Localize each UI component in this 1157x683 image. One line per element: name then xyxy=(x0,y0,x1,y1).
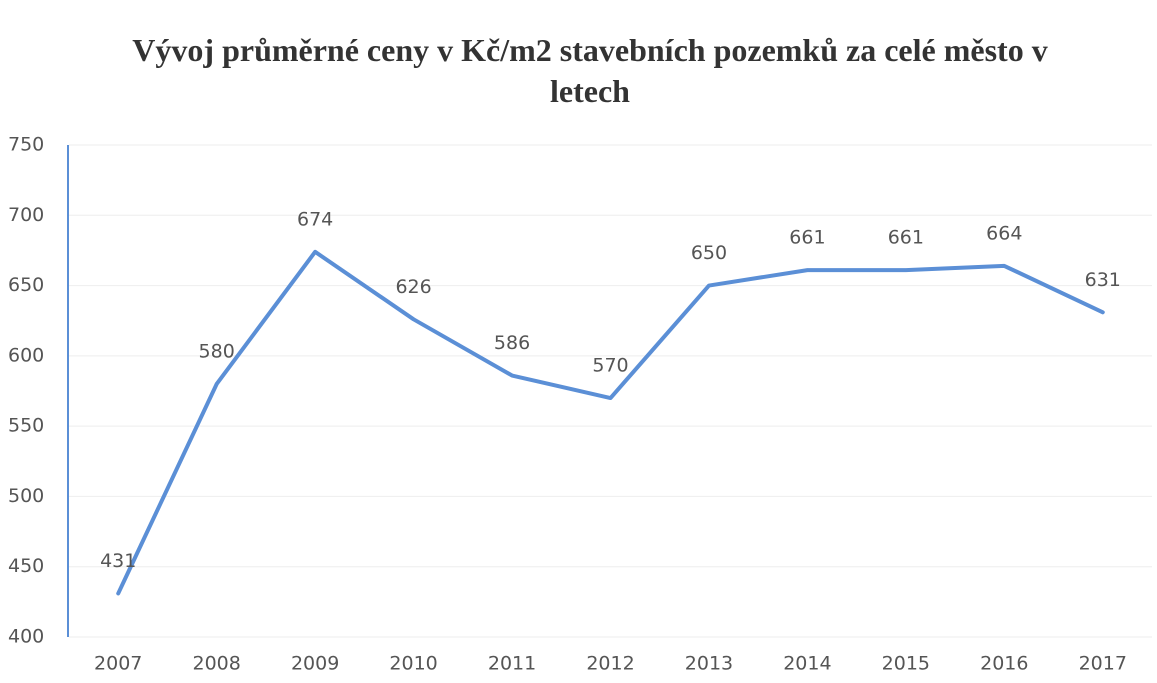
x-tick-label: 2008 xyxy=(193,653,241,675)
y-tick-label: 400 xyxy=(8,626,44,648)
y-tick-label: 550 xyxy=(8,415,44,437)
data-label: 626 xyxy=(395,276,431,298)
line xyxy=(116,249,1105,596)
x-tick-label: 2017 xyxy=(1079,653,1127,675)
y-tick-label: 650 xyxy=(8,274,44,296)
x-tick-label: 2007 xyxy=(94,653,142,675)
x-tick-label: 2014 xyxy=(783,653,831,675)
data-label: 586 xyxy=(494,332,530,354)
data-label: 664 xyxy=(986,222,1022,244)
y-tick-label: 700 xyxy=(8,204,44,226)
data-label: 631 xyxy=(1085,269,1121,291)
data-label: 570 xyxy=(592,355,628,377)
x-tick-label: 2009 xyxy=(291,653,339,675)
x-tick-label: 2016 xyxy=(980,653,1028,675)
x-tick-label: 2011 xyxy=(488,653,536,675)
data-label: 661 xyxy=(789,227,825,249)
y-tick-label: 500 xyxy=(8,485,44,507)
data-label: 650 xyxy=(691,242,727,264)
y-tick-label: 450 xyxy=(8,555,44,577)
x-tick-label: 2013 xyxy=(685,653,733,675)
y-tick-label: 750 xyxy=(8,134,44,156)
x-tick-label: 2012 xyxy=(586,653,634,675)
x-tick-label: 2015 xyxy=(882,653,930,675)
data-label: 674 xyxy=(297,208,333,230)
x-tick-label: 2010 xyxy=(389,653,437,675)
chart-title: Vývoj průměrné ceny v Kč/m2 stavebních p… xyxy=(132,32,1048,109)
y-tick-label: 600 xyxy=(8,344,44,366)
data-label: 661 xyxy=(888,227,924,249)
data-label: 431 xyxy=(100,550,136,572)
data-label: 580 xyxy=(199,340,235,362)
